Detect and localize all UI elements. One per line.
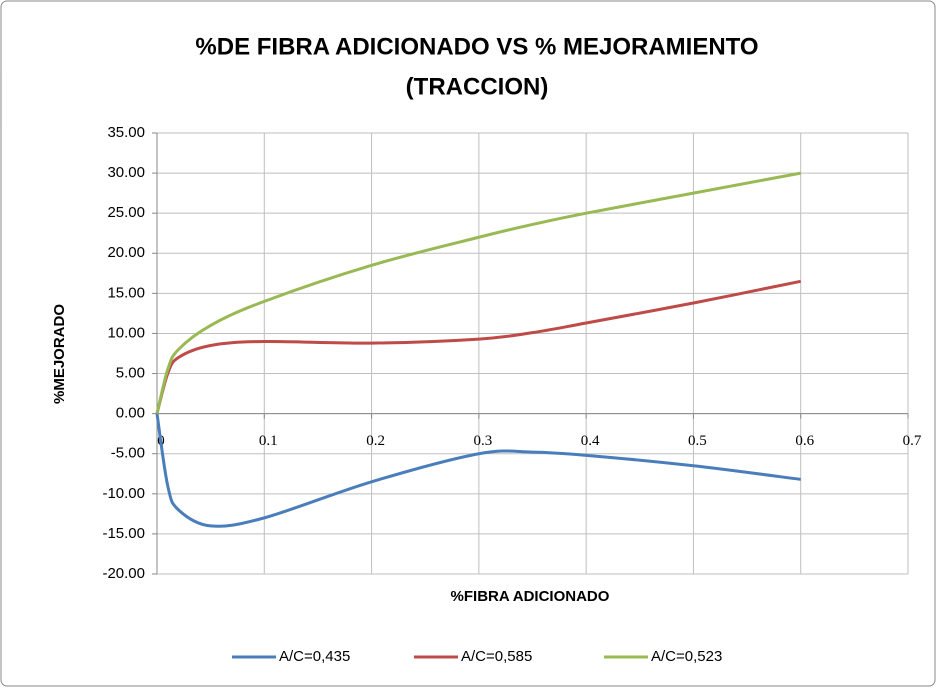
x-tick-label: 0.2 bbox=[366, 433, 385, 449]
y-tick-label: 15.00 bbox=[107, 284, 145, 301]
x-tick-label: 0.5 bbox=[688, 433, 707, 449]
y-tick-label: 35.00 bbox=[107, 124, 145, 141]
y-tick-label: -15.00 bbox=[102, 525, 145, 542]
legend-label: A/C=0,435 bbox=[279, 648, 350, 665]
y-tick-label: 10.00 bbox=[107, 324, 145, 341]
x-tick-label: 0.7 bbox=[903, 433, 922, 449]
y-tick-label: 30.00 bbox=[107, 164, 145, 181]
y-tick-label: -20.00 bbox=[102, 565, 145, 582]
x-tick-label: 0.4 bbox=[581, 433, 600, 449]
series-line bbox=[155, 279, 802, 415]
y-tick-label: 25.00 bbox=[107, 204, 145, 221]
y-axis-label: %MEJORADO bbox=[51, 304, 68, 404]
y-tick-label: 20.00 bbox=[107, 244, 145, 261]
y-tick-label: -5.00 bbox=[111, 445, 145, 462]
y-tick-label: -10.00 bbox=[102, 485, 145, 502]
x-tick-label: 0.6 bbox=[795, 433, 814, 449]
series-line bbox=[155, 171, 801, 414]
series-line bbox=[155, 413, 801, 528]
y-tick-label: 0.00 bbox=[116, 405, 145, 422]
chart-title: %DE FIBRA ADICIONADO VS % MEJORAMIENTO bbox=[195, 33, 758, 60]
y-tick-label: 5.00 bbox=[116, 365, 145, 382]
x-axis-label: %FIBRA ADICIONADO bbox=[451, 588, 610, 605]
x-tick-label: 0.3 bbox=[473, 433, 492, 449]
x-tick-label: 0.1 bbox=[259, 433, 278, 449]
legend-label: A/C=0,523 bbox=[651, 648, 722, 665]
legend-label: A/C=0,585 bbox=[461, 648, 532, 665]
chart-title: (TRACCION) bbox=[406, 73, 549, 100]
